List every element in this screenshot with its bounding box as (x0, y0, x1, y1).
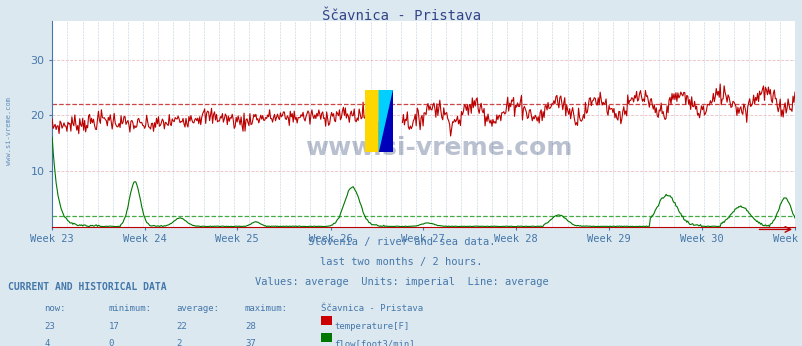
Text: last two months / 2 hours.: last two months / 2 hours. (320, 257, 482, 267)
Text: 23: 23 (44, 322, 55, 331)
Text: Ščavnica - Pristava: Ščavnica - Pristava (322, 9, 480, 22)
Text: 17: 17 (108, 322, 119, 331)
Text: 22: 22 (176, 322, 187, 331)
Text: 0: 0 (108, 339, 114, 346)
Polygon shape (379, 121, 393, 152)
Polygon shape (365, 90, 379, 152)
Text: 4: 4 (44, 339, 50, 346)
Text: 37: 37 (245, 339, 255, 346)
Text: Ščavnica - Pristava: Ščavnica - Pristava (321, 304, 423, 313)
Text: temperature[F]: temperature[F] (334, 322, 409, 331)
Text: now:: now: (44, 304, 66, 313)
Text: CURRENT AND HISTORICAL DATA: CURRENT AND HISTORICAL DATA (8, 282, 167, 292)
Text: 2: 2 (176, 339, 182, 346)
Text: 28: 28 (245, 322, 255, 331)
Polygon shape (379, 90, 393, 152)
Text: flow[foot3/min]: flow[foot3/min] (334, 339, 414, 346)
Text: www.si-vreme.com: www.si-vreme.com (6, 98, 12, 165)
Text: average:: average: (176, 304, 220, 313)
Text: minimum:: minimum: (108, 304, 152, 313)
Text: maximum:: maximum: (245, 304, 288, 313)
Polygon shape (379, 90, 393, 121)
Text: Slovenia / river and sea data.: Slovenia / river and sea data. (307, 237, 495, 247)
Text: Values: average  Units: imperial  Line: average: Values: average Units: imperial Line: av… (254, 277, 548, 287)
Polygon shape (379, 90, 393, 152)
Text: www.si-vreme.com: www.si-vreme.com (304, 136, 572, 161)
